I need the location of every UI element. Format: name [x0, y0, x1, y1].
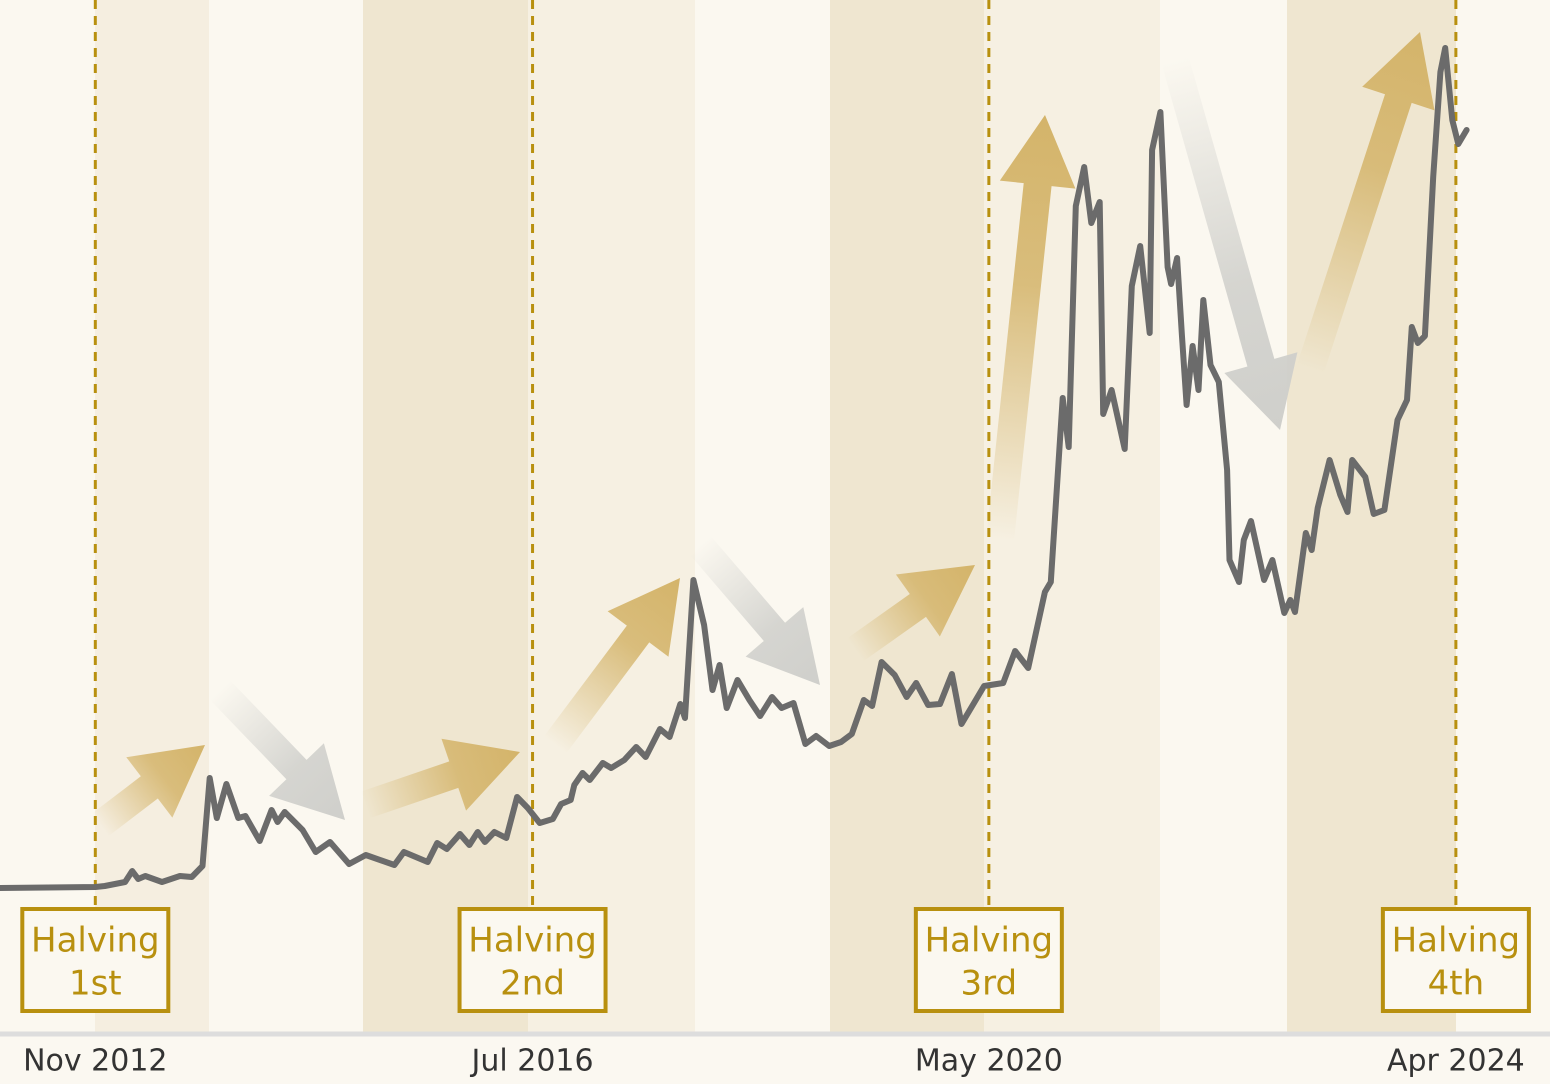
halving-ordinal: 3rd [961, 964, 1018, 1004]
halving-box [913, 907, 1064, 1013]
x-tick-label: Jul 2016 [470, 1044, 594, 1079]
trend-arrow [1296, 32, 1435, 375]
trend-arrow [1161, 56, 1298, 430]
trend-arrow [209, 680, 345, 820]
halving-ordinal: 1st [69, 964, 122, 1004]
trend-arrow [986, 115, 1076, 542]
halving-text: Halving [925, 921, 1054, 961]
trend-arrow [91, 745, 205, 837]
halving-text: Halving [1392, 921, 1521, 961]
halving-box [1380, 907, 1531, 1013]
x-tick-label: Apr 2024 [1387, 1044, 1525, 1079]
x-tick-label: Nov 2012 [23, 1044, 167, 1079]
trend-arrow [846, 565, 975, 662]
trend-arrow [360, 738, 520, 819]
halving-ordinal: 2nd [500, 964, 565, 1004]
halving-box [20, 907, 171, 1013]
background-bands [95, 0, 1456, 1032]
trend-arrow [689, 535, 820, 685]
price-line [0, 45, 1470, 891]
halving-box [457, 907, 608, 1013]
halving-ordinal: 4th [1428, 964, 1485, 1004]
x-tick-label: May 2020 [915, 1044, 1063, 1079]
halving-text: Halving [31, 921, 160, 961]
halving-text: Halving [468, 921, 597, 961]
trend-arrow [543, 578, 680, 754]
